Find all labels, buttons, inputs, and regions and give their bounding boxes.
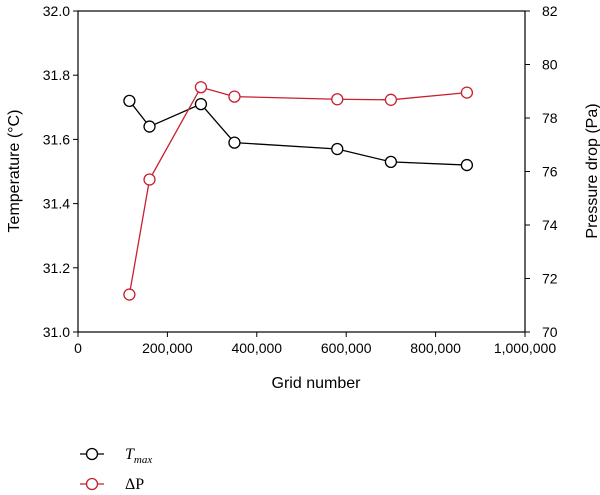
- series-line-dp: [128, 86, 467, 295]
- right-y-axis-title: Pressure drop (Pa): [584, 103, 600, 238]
- legend-marker-tmax: [85, 447, 99, 461]
- left-y-tick-label: 31.8: [43, 67, 70, 83]
- left-y-tick-label: 31.4: [43, 196, 70, 212]
- right-y-tick-label: 74: [542, 217, 558, 233]
- left-y-axis-title: Temperature (°C): [6, 110, 23, 233]
- right-y-tick-label: 80: [542, 57, 558, 73]
- left-y-tick-label: 31.0: [43, 324, 70, 340]
- legend-label-tmax: Tmax: [125, 446, 152, 466]
- data-point-dp: [331, 93, 344, 106]
- data-point-tmax: [123, 94, 136, 108]
- x-tick-label: 600,000: [321, 340, 372, 356]
- right-y-tick-label: 70: [542, 324, 558, 340]
- right-y-tick-label: 82: [542, 3, 558, 19]
- plot-frame: [77, 10, 526, 333]
- ticks: 0 200,000 400,000 600,000 800,000 1,000,000 31…: [43, 3, 558, 356]
- x-tick-label: 200,000: [142, 340, 193, 356]
- x-tick-label: 400,000: [231, 340, 282, 356]
- series-line-tmax: [128, 100, 467, 166]
- data-point-dp: [123, 288, 136, 301]
- data-point-tmax: [331, 142, 344, 156]
- right-y-tick-label: 76: [542, 164, 558, 180]
- legend-item-tmax: Tmax: [80, 446, 152, 466]
- x-tick-label: 1,000,000: [494, 340, 556, 356]
- series-layer: [123, 81, 474, 301]
- data-point-dp: [194, 81, 208, 94]
- legend: Tmax ΔP: [80, 446, 152, 493]
- legend-marker-dp: [85, 477, 99, 491]
- data-point-dp: [384, 93, 398, 106]
- data-point-dp: [460, 86, 474, 99]
- legend-label-tmax-subscript: max: [134, 454, 152, 466]
- x-tick-label: 0: [74, 340, 82, 356]
- left-y-tick-label: 31.6: [43, 131, 70, 147]
- data-point-dp: [143, 173, 156, 186]
- left-y-tick-label: 31.2: [43, 260, 70, 276]
- x-axis-title: Grid number: [272, 375, 362, 392]
- legend-label-tmax-main: T: [125, 446, 135, 463]
- right-y-tick-label: 78: [542, 110, 558, 126]
- x-tick-label: 800,000: [410, 340, 461, 356]
- data-point-tmax: [384, 155, 398, 169]
- legend-label-dp: ΔP: [125, 476, 144, 493]
- data-point-tmax: [194, 97, 208, 111]
- left-y-tick-label: 32.0: [43, 3, 70, 19]
- data-point-tmax: [228, 136, 241, 149]
- data-point-tmax: [460, 158, 474, 172]
- data-point-tmax: [143, 120, 156, 133]
- axes: [77, 10, 526, 333]
- right-y-tick-label: 72: [542, 271, 558, 287]
- legend-item-dp: ΔP: [80, 476, 144, 493]
- data-point-dp: [228, 90, 241, 103]
